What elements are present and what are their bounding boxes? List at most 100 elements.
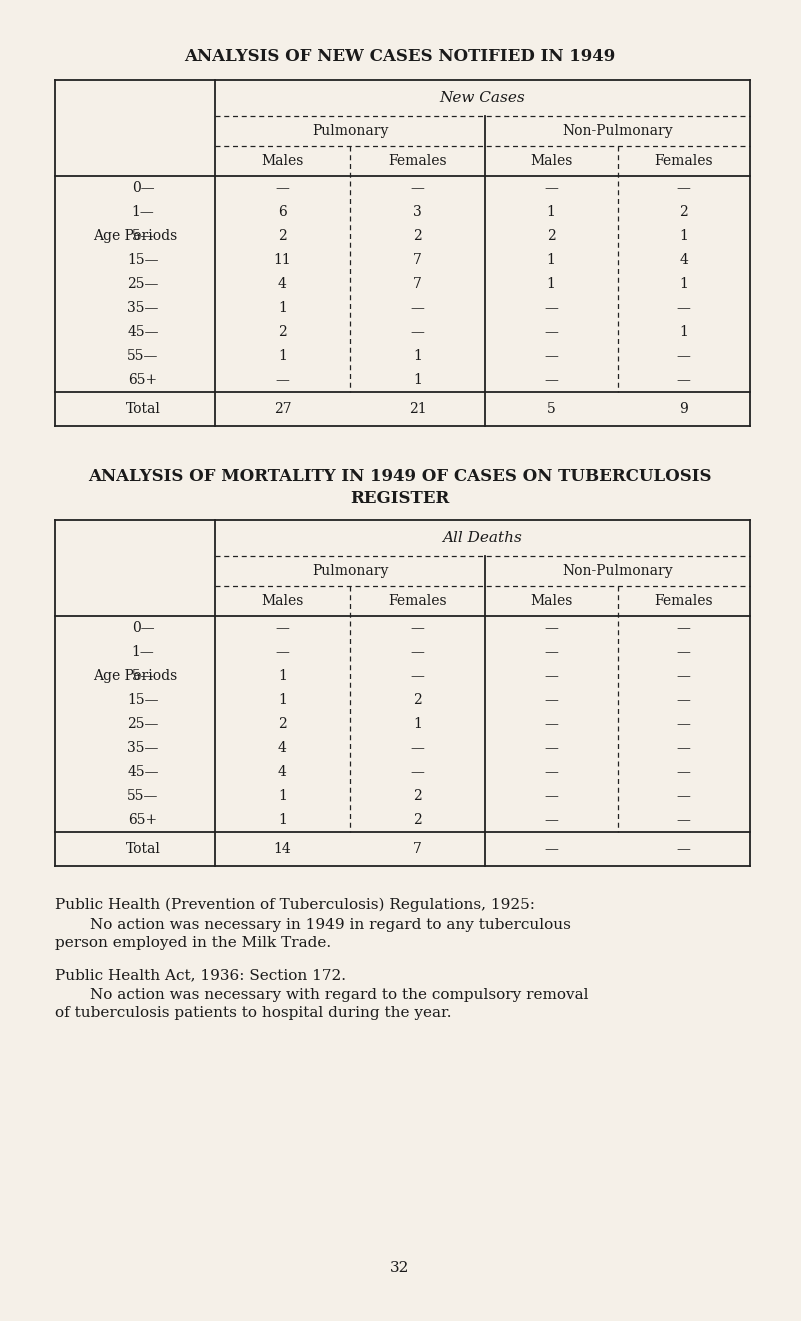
Text: 35—: 35— (127, 741, 159, 756)
Text: —: — (545, 841, 558, 856)
Text: Females: Females (654, 594, 713, 608)
Text: 1: 1 (547, 205, 556, 219)
Text: —: — (411, 741, 425, 756)
Text: 21: 21 (409, 402, 426, 416)
Text: —: — (677, 812, 690, 827)
Text: 2: 2 (413, 694, 422, 707)
Text: Males: Males (261, 594, 304, 608)
Text: 1: 1 (278, 349, 287, 363)
Text: —: — (411, 325, 425, 339)
Text: —: — (677, 645, 690, 659)
Text: 45—: 45— (127, 325, 159, 339)
Text: REGISTER: REGISTER (350, 490, 449, 507)
Text: —: — (677, 841, 690, 856)
Text: 0—: 0— (131, 621, 155, 635)
Text: 1: 1 (278, 694, 287, 707)
Text: 14: 14 (274, 841, 292, 856)
Text: —: — (545, 694, 558, 707)
Text: —: — (545, 181, 558, 196)
Text: —: — (677, 301, 690, 314)
Text: 7: 7 (413, 254, 422, 267)
Text: Females: Females (388, 594, 447, 608)
Text: 4: 4 (278, 765, 287, 779)
Text: —: — (677, 765, 690, 779)
Text: —: — (411, 301, 425, 314)
Text: 1: 1 (547, 277, 556, 291)
Text: 2: 2 (413, 229, 422, 243)
Text: 27: 27 (274, 402, 292, 416)
Text: —: — (411, 765, 425, 779)
Text: —: — (545, 325, 558, 339)
Text: 32: 32 (390, 1262, 409, 1275)
Text: Pulmonary: Pulmonary (312, 124, 388, 137)
Text: 1: 1 (413, 373, 422, 387)
Text: Non-Pulmonary: Non-Pulmonary (562, 124, 673, 137)
Text: —: — (545, 645, 558, 659)
Text: Females: Females (654, 155, 713, 168)
Text: 55—: 55— (127, 349, 159, 363)
Text: —: — (677, 621, 690, 635)
Text: Public Health (Prevention of Tuberculosis) Regulations, 1925:: Public Health (Prevention of Tuberculosi… (55, 898, 535, 913)
Text: All Deaths: All Deaths (443, 531, 522, 546)
Text: 1: 1 (547, 254, 556, 267)
Text: 1: 1 (679, 325, 688, 339)
Text: Total: Total (126, 841, 160, 856)
Text: —: — (677, 717, 690, 731)
Text: —: — (545, 789, 558, 803)
Text: 4: 4 (278, 277, 287, 291)
Text: Total: Total (126, 402, 160, 416)
Text: Males: Males (530, 155, 573, 168)
Text: 2: 2 (413, 789, 422, 803)
Text: —: — (677, 373, 690, 387)
Text: —: — (411, 181, 425, 196)
Text: 25—: 25— (127, 717, 159, 731)
Text: 1: 1 (278, 301, 287, 314)
Text: 0—: 0— (131, 181, 155, 196)
Text: New Cases: New Cases (440, 91, 525, 104)
Text: —: — (545, 765, 558, 779)
Text: —: — (545, 668, 558, 683)
Text: —: — (677, 349, 690, 363)
Text: 11: 11 (274, 254, 292, 267)
Text: —: — (545, 621, 558, 635)
Text: 5—: 5— (131, 229, 155, 243)
Text: 45—: 45— (127, 765, 159, 779)
Text: —: — (545, 373, 558, 387)
Text: 9: 9 (679, 402, 688, 416)
Text: 1: 1 (278, 812, 287, 827)
Text: —: — (545, 717, 558, 731)
Text: —: — (677, 789, 690, 803)
Text: 2: 2 (278, 717, 287, 731)
Text: Pulmonary: Pulmonary (312, 564, 388, 579)
Text: —: — (411, 668, 425, 683)
Text: 2: 2 (547, 229, 556, 243)
Text: Non-Pulmonary: Non-Pulmonary (562, 564, 673, 579)
Text: 2: 2 (278, 229, 287, 243)
Text: —: — (276, 181, 289, 196)
Text: —: — (276, 621, 289, 635)
Text: ANALYSIS OF MORTALITY IN 1949 OF CASES ON TUBERCULOSIS: ANALYSIS OF MORTALITY IN 1949 OF CASES O… (88, 468, 712, 485)
Text: Males: Males (530, 594, 573, 608)
Text: 7: 7 (413, 841, 422, 856)
Text: 5—: 5— (131, 668, 155, 683)
Text: No action was necessary with regard to the compulsory removal: No action was necessary with regard to t… (90, 988, 589, 1003)
Text: —: — (677, 741, 690, 756)
Text: 2: 2 (679, 205, 688, 219)
Text: of tuberculosis patients to hospital during the year.: of tuberculosis patients to hospital dur… (55, 1007, 452, 1020)
Text: 4: 4 (278, 741, 287, 756)
Text: —: — (677, 694, 690, 707)
Text: 25—: 25— (127, 277, 159, 291)
Text: Age Periods: Age Periods (93, 229, 177, 243)
Text: 1: 1 (413, 349, 422, 363)
Text: 1—: 1— (131, 645, 155, 659)
Text: 15—: 15— (127, 694, 159, 707)
Text: 6: 6 (278, 205, 287, 219)
Text: —: — (677, 181, 690, 196)
Text: —: — (276, 373, 289, 387)
Text: —: — (411, 645, 425, 659)
Text: No action was necessary in 1949 in regard to any tuberculous: No action was necessary in 1949 in regar… (90, 918, 571, 933)
Text: 1: 1 (278, 789, 287, 803)
Text: ANALYSIS OF NEW CASES NOTIFIED IN 1949: ANALYSIS OF NEW CASES NOTIFIED IN 1949 (184, 48, 616, 65)
Text: 1: 1 (278, 668, 287, 683)
Text: Females: Females (388, 155, 447, 168)
